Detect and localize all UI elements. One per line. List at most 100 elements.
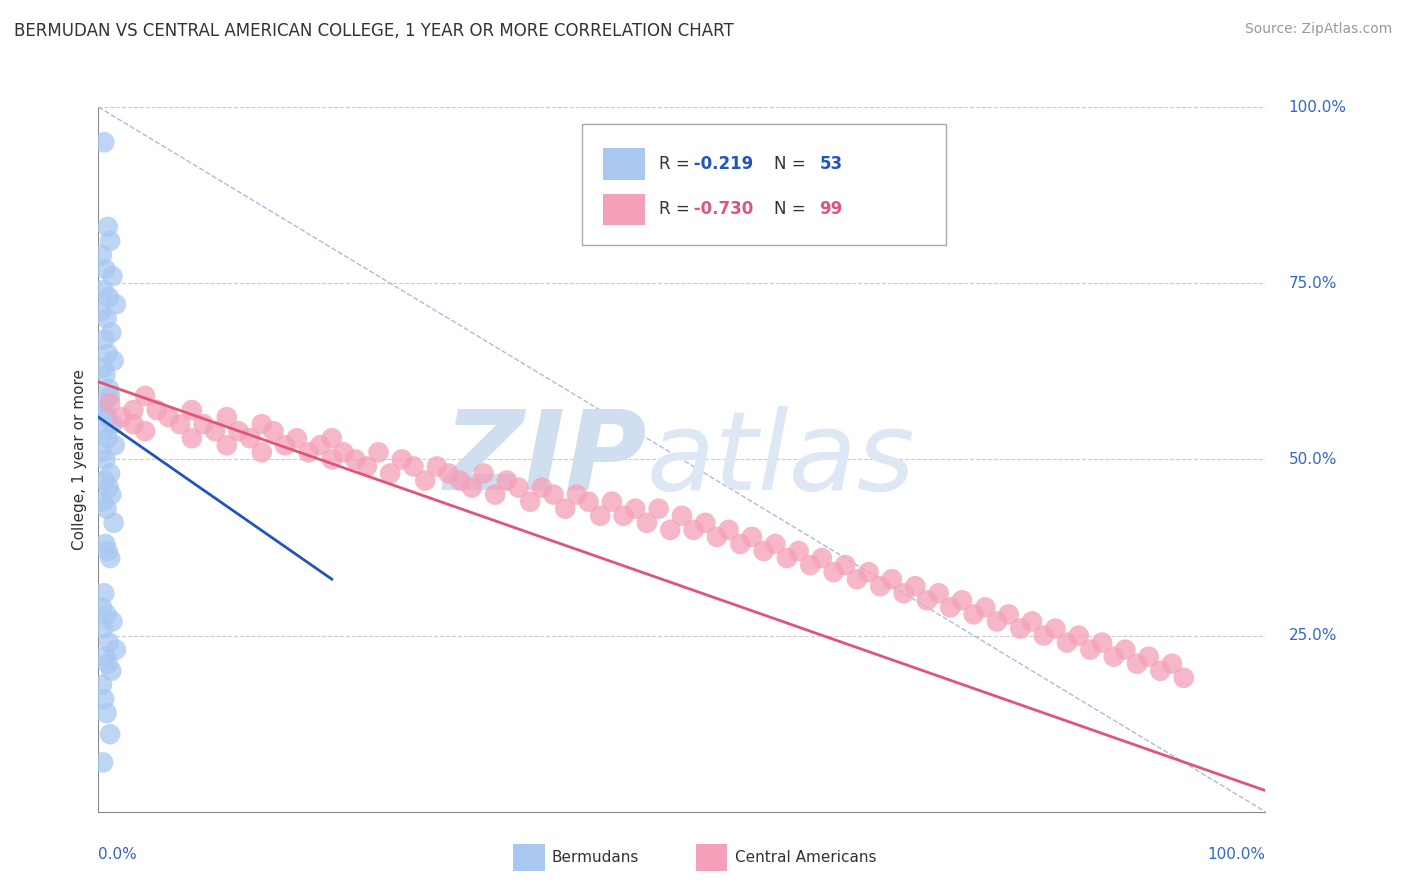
Point — [530, 481, 553, 495]
Point — [367, 445, 389, 459]
Point — [250, 445, 273, 459]
Text: BERMUDAN VS CENTRAL AMERICAN COLLEGE, 1 YEAR OR MORE CORRELATION CHART: BERMUDAN VS CENTRAL AMERICAN COLLEGE, 1 … — [14, 22, 734, 40]
Point — [96, 311, 118, 326]
Point — [101, 269, 124, 284]
Text: 0.0%: 0.0% — [98, 847, 138, 862]
Text: Central Americans: Central Americans — [734, 850, 876, 865]
Point — [94, 452, 117, 467]
Point — [215, 438, 238, 452]
Point — [928, 586, 950, 600]
Point — [1067, 628, 1090, 642]
Point — [508, 481, 530, 495]
Point — [717, 523, 740, 537]
Point — [180, 403, 202, 417]
Point — [93, 474, 115, 488]
Point — [904, 579, 927, 593]
Point — [122, 403, 145, 417]
Point — [1114, 642, 1136, 657]
Point — [98, 389, 121, 403]
Point — [449, 474, 471, 488]
Point — [239, 431, 262, 445]
Point — [157, 410, 180, 425]
Point — [752, 544, 775, 558]
Point — [730, 537, 752, 551]
Point — [98, 727, 121, 741]
Point — [98, 467, 121, 481]
Point — [215, 410, 238, 425]
Point — [1161, 657, 1184, 671]
Point — [986, 615, 1008, 629]
Point — [484, 487, 506, 501]
Point — [97, 657, 120, 671]
Point — [101, 417, 124, 431]
Point — [93, 135, 115, 149]
Text: 75.0%: 75.0% — [1289, 276, 1337, 291]
Point — [94, 649, 117, 664]
Point — [589, 508, 612, 523]
Point — [97, 382, 120, 396]
Point — [823, 565, 845, 579]
Point — [1056, 635, 1078, 649]
Point — [297, 445, 319, 459]
Point — [1010, 622, 1032, 636]
Point — [1045, 622, 1067, 636]
Point — [869, 579, 891, 593]
Point — [1091, 635, 1114, 649]
Point — [104, 642, 127, 657]
Point — [880, 572, 903, 586]
Point — [204, 424, 226, 438]
Text: ZIP: ZIP — [443, 406, 647, 513]
Point — [98, 234, 121, 248]
Point — [100, 664, 122, 678]
Point — [90, 304, 112, 318]
Point — [1149, 664, 1171, 678]
Point — [997, 607, 1019, 622]
Text: -0.219: -0.219 — [689, 155, 754, 173]
Point — [1080, 642, 1102, 657]
Point — [134, 389, 156, 403]
Point — [96, 501, 118, 516]
Point — [96, 706, 118, 720]
Point — [974, 600, 997, 615]
Point — [96, 607, 118, 622]
Point — [834, 558, 856, 573]
Point — [90, 445, 112, 459]
Point — [309, 438, 332, 452]
Point — [228, 424, 250, 438]
Point — [461, 481, 484, 495]
Point — [1126, 657, 1149, 671]
Point — [356, 459, 378, 474]
Point — [554, 501, 576, 516]
Point — [91, 360, 114, 375]
Point — [706, 530, 728, 544]
Point — [612, 508, 634, 523]
Point — [391, 452, 413, 467]
Text: Source: ZipAtlas.com: Source: ZipAtlas.com — [1244, 22, 1392, 37]
Point — [90, 600, 112, 615]
Point — [496, 474, 519, 488]
Point — [893, 586, 915, 600]
Point — [682, 523, 704, 537]
Point — [98, 551, 121, 566]
Point — [97, 544, 120, 558]
Point — [96, 410, 118, 425]
Point — [90, 248, 112, 262]
Text: R =: R = — [658, 155, 695, 173]
Point — [104, 438, 127, 452]
Point — [91, 622, 114, 636]
Point — [93, 333, 115, 347]
Point — [939, 600, 962, 615]
Point — [741, 530, 763, 544]
Point — [98, 396, 121, 410]
Point — [274, 438, 297, 452]
Point — [1102, 649, 1125, 664]
Point — [624, 501, 647, 516]
Point — [250, 417, 273, 431]
Point — [472, 467, 495, 481]
Point — [543, 487, 565, 501]
Point — [1173, 671, 1195, 685]
Point — [122, 417, 145, 431]
Point — [91, 283, 114, 297]
Point — [97, 219, 120, 234]
Point — [565, 487, 588, 501]
